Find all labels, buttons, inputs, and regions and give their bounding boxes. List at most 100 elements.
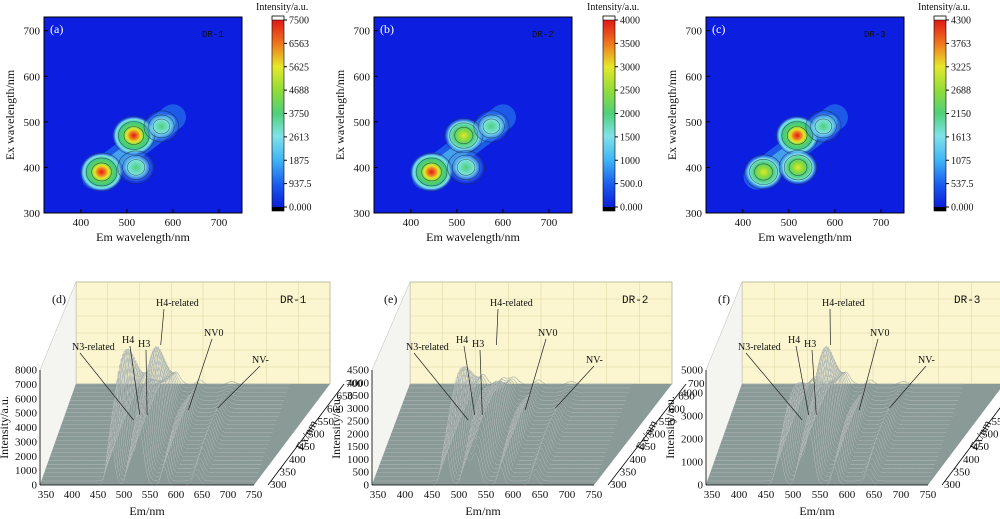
spectrum-highlight [375, 423, 597, 478]
z-tick-label: 550 [659, 416, 676, 428]
contour-line [415, 157, 448, 187]
x-tick-label: 700 [559, 489, 576, 501]
spectrum-highlight [730, 358, 953, 417]
contour-line [454, 127, 474, 145]
spectrum-highlight [707, 419, 930, 482]
colorbar-tick-label: 3000 [620, 62, 640, 73]
peak-annotation-3: H3 [804, 339, 816, 350]
x-tick-label: 500 [781, 217, 798, 229]
x-tick-label: 350 [370, 489, 387, 501]
plot-frame [43, 16, 243, 214]
spectrum-highlight [388, 367, 611, 441]
spectrum-highlight [387, 369, 610, 445]
contour-line [117, 150, 155, 185]
spectrum-highlight [742, 371, 964, 385]
y-tick-label: 4500 [347, 365, 370, 377]
colorbar-tick-label: 4000 [620, 16, 640, 27]
x-tick-label: 700 [541, 217, 558, 229]
y-tick-label: 4000 [347, 377, 370, 389]
y-tick-label: 7000 [15, 379, 38, 391]
z-tick-label: 550 [992, 416, 1000, 428]
y-tick-label: 4000 [681, 388, 704, 400]
x-tick-label: 700 [220, 489, 237, 501]
contour-line [91, 162, 112, 182]
colorbar-tick-label: 2150 [951, 109, 971, 120]
contour-line [778, 150, 818, 185]
colorbar-tick-label: 3750 [289, 109, 309, 120]
x-tick-label: 500 [451, 489, 468, 501]
spectrum-highlight [720, 347, 943, 445]
z-tick-label: 350 [620, 466, 637, 478]
z-tick-label: 550 [318, 416, 335, 428]
spectrum-highlight [740, 372, 963, 389]
colorbar: Intensity/a.u. 7500 6563 5625 4688 3750 2613 18… [256, 2, 312, 214]
z-tick-label: 650 [337, 391, 354, 403]
colorbar-tick-label: 1500 [620, 132, 640, 143]
sample-label: DR-1 [202, 30, 224, 40]
spectrum-highlight [729, 355, 951, 421]
peak-annotation-6: NV- [252, 355, 269, 366]
spectrum-highlight [716, 361, 939, 457]
annotation-arrow [188, 338, 213, 411]
y-tick-label: 3000 [15, 436, 38, 448]
spectrum-highlight [403, 376, 626, 401]
y-tick-label: 0 [698, 480, 704, 492]
z-tick-label: 300 [610, 479, 627, 491]
z-tick-label: 300 [270, 479, 287, 491]
z-tick-label: 650 [678, 391, 695, 403]
spectrum-highlight [45, 386, 260, 469]
spectra-curves [372, 366, 632, 486]
y-tick-label: 3000 [347, 403, 370, 415]
x-axis-title: Em/nm [799, 504, 835, 518]
y-tick-label: 500 [686, 117, 703, 129]
x-tick-label: 450 [758, 489, 775, 501]
panel-label: (c) [712, 22, 725, 36]
plot-frame [705, 16, 905, 214]
spectrum-highlight [410, 374, 632, 385]
annotation-arrow [79, 352, 134, 421]
colorbar-tick-label: 3763 [951, 39, 971, 50]
x-tick-label: 450 [90, 489, 107, 501]
spectrum-highlight [68, 367, 283, 405]
z-tick-label: 500 [982, 429, 999, 441]
spectrum-highlight [50, 361, 265, 457]
z-tick-label: 700 [346, 378, 363, 390]
spectrum-highlight [61, 351, 276, 425]
annotation-arrow [524, 338, 547, 411]
z-tick-label: 500 [649, 429, 666, 441]
colorbar-tick-label: 7500 [289, 16, 309, 27]
y-tick-label: 5000 [681, 365, 704, 377]
spectrum-panel-3: 350 400 450 500 550 600 650 700 750Em/nm01000200… [663, 281, 1000, 518]
colorbar-top-swatch [271, 15, 285, 21]
colorbar-tick-label: 2688 [951, 86, 971, 97]
peak-annotation-4: H4-related [156, 298, 199, 309]
peak-annotation-4: H4-related [490, 298, 533, 309]
spectrum-highlight [397, 371, 620, 417]
sample-label: DR-2 [532, 30, 554, 40]
y-tick-label: 500 [24, 117, 41, 129]
y-tick-label: 700 [686, 26, 703, 38]
x-tick-label: 400 [397, 489, 414, 501]
colorbar-tick-label: 1075 [951, 156, 971, 167]
colorbar-tick-label: 4688 [289, 86, 309, 97]
spectrum-highlight [737, 371, 960, 397]
contour-line [127, 159, 146, 176]
z-tick-label: 400 [630, 454, 647, 466]
panel-label: (e) [384, 292, 397, 306]
spectrum-highlight [71, 371, 286, 397]
colorbar-gradient [272, 20, 284, 207]
peak-annotation-2: H4 [122, 335, 134, 346]
spectrum-highlight [41, 419, 256, 482]
spectrum-highlight [44, 396, 259, 474]
spectrum-highlight [731, 362, 954, 413]
x-tick-label: 650 [194, 489, 211, 501]
y-tick-label: 1000 [347, 454, 370, 466]
heatmap-panel-1: 400 500 600 700 300 400 500 600 700 Em wavelength… [3, 2, 312, 244]
annotation-arrow [217, 365, 261, 409]
peak-annotation-5: NV0 [204, 328, 223, 339]
y-tick-label: 300 [354, 208, 371, 220]
z-tick-label: 700 [688, 378, 705, 390]
spectrum-highlight [393, 367, 616, 429]
spectrum-highlight [42, 407, 257, 478]
contour-line [805, 110, 842, 143]
